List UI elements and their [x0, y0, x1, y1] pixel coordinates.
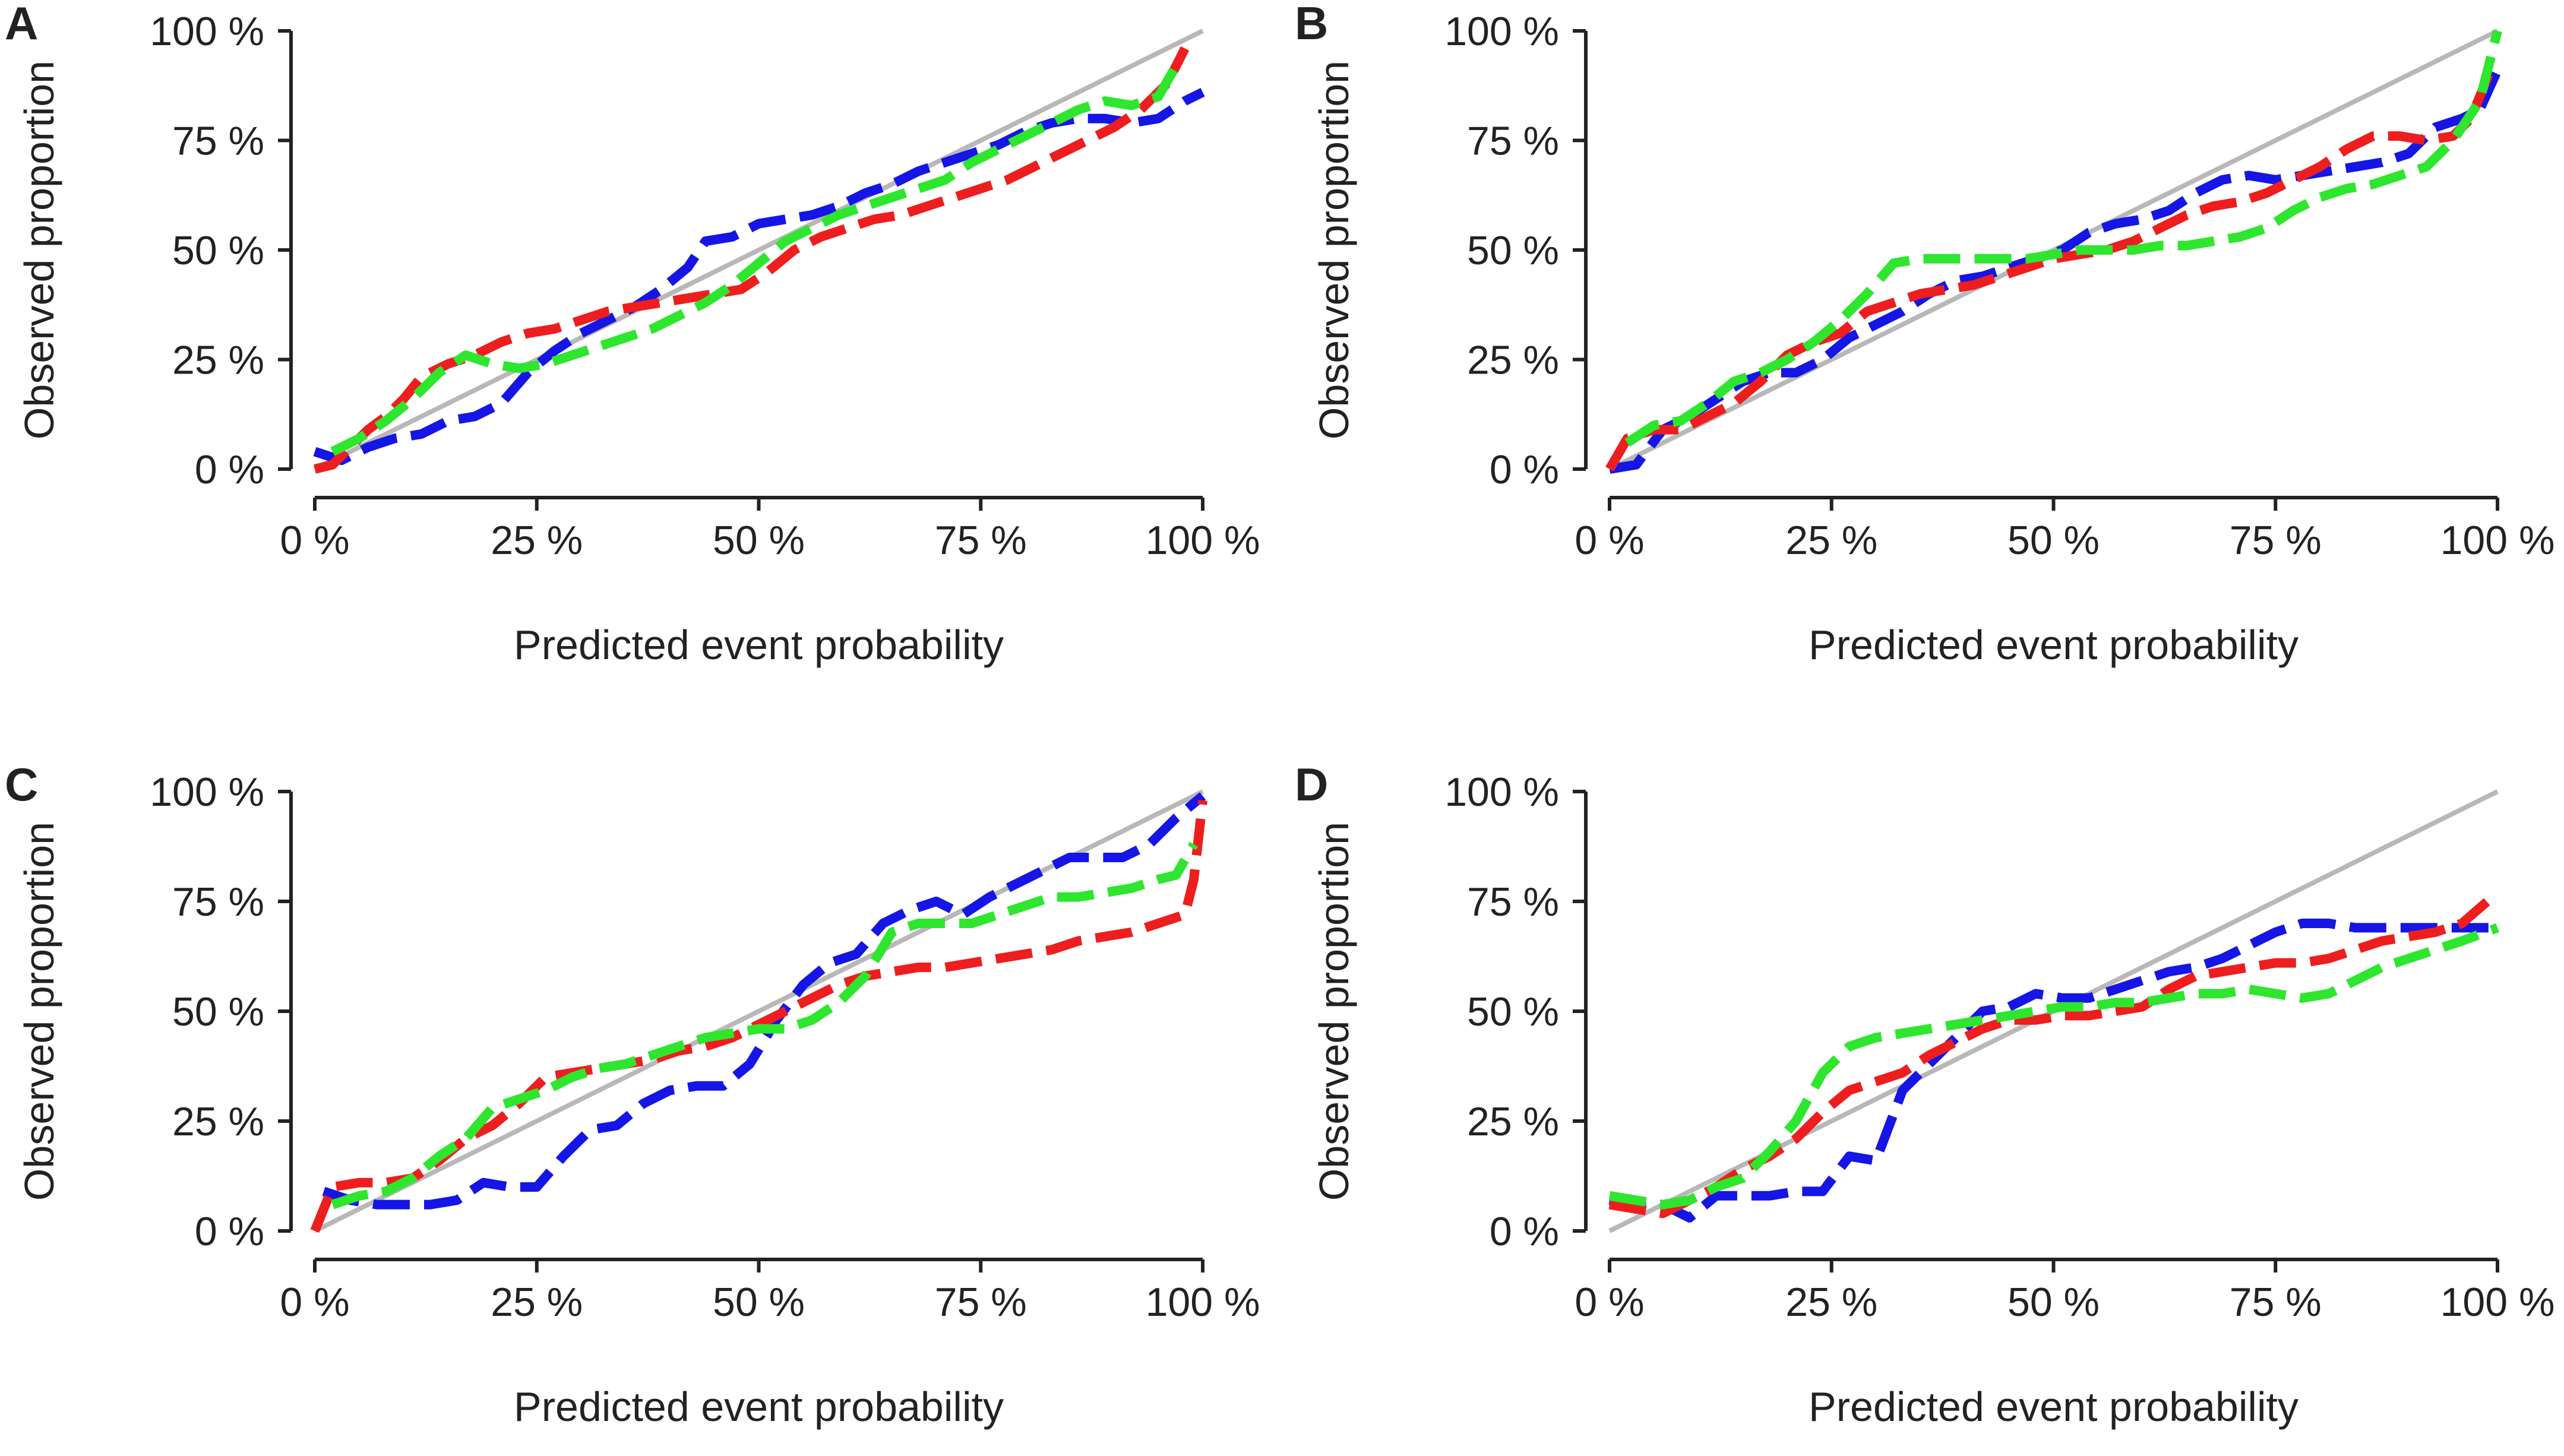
panel-letter-d: D	[1295, 758, 1328, 811]
panel-letter-c: C	[5, 758, 38, 811]
x-tick-label-a: 0 %	[280, 518, 349, 563]
series-green-a	[330, 64, 1181, 456]
x-tick-label-c: 100 %	[1146, 1280, 1260, 1325]
x-tick-label-d: 0 %	[1575, 1280, 1644, 1325]
panel-a: A 0 % 25 % 50 % 75 % 100 % 0 % 25 % 50 % 75 % 100 …	[5, 0, 1260, 668]
y-tick-label-c: 75 %	[172, 879, 264, 925]
y-tick-label-b: 50 %	[1467, 228, 1559, 273]
y-tick-label-d: 0 %	[1490, 1209, 1559, 1254]
series-green-d	[1608, 923, 2499, 1210]
x-axis-title-a: Predicted event probability	[514, 622, 1004, 668]
panel-letter-b: B	[1295, 0, 1328, 49]
y-axis-title-b: Observed proportion	[1311, 61, 1357, 439]
reference-line-a	[314, 29, 1204, 471]
y-tick-label-b: 75 %	[1467, 119, 1559, 164]
y-tick-label-c: 25 %	[172, 1099, 264, 1144]
x-tick-label-d: 50 %	[2007, 1280, 2100, 1325]
y-tick-label-a: 75 %	[172, 119, 264, 164]
x-tick-label-c: 75 %	[935, 1280, 1027, 1325]
x-tick-label-d: 100 %	[2440, 1280, 2555, 1325]
y-tick-label-b: 100 %	[1444, 9, 1559, 54]
y-tick-label-c: 0 %	[195, 1209, 264, 1254]
series-green-c	[331, 841, 1198, 1210]
x-tick-label-a: 25 %	[491, 518, 583, 563]
y-tick-label-d: 25 %	[1467, 1099, 1559, 1144]
y-tick-label-c: 100 %	[150, 770, 264, 815]
x-tick-label-b: 75 %	[2230, 518, 2322, 563]
panel-letter-a: A	[5, 0, 38, 49]
x-axis-title-b: Predicted event probability	[1809, 622, 2299, 668]
series-blue-d	[1608, 919, 2497, 1223]
x-axis-title-d: Predicted event probability	[1809, 1384, 2299, 1430]
x-tick-label-c: 50 %	[713, 1280, 805, 1325]
y-tick-label-d: 75 %	[1467, 879, 1559, 925]
x-tick-label-b: 50 %	[2007, 518, 2100, 563]
series-red-b	[1605, 62, 2501, 472]
x-tick-label-c: 25 %	[491, 1280, 583, 1325]
x-tick-label-a: 50 %	[713, 518, 805, 563]
panel-c: C 0 % 25 % 50 % 75 % 100 % 0 % 25 % 50 % 75 % 100 …	[5, 758, 1260, 1430]
panel-d: D 0 % 25 % 50 % 75 % 100 % 0 % 25 % 50 % 75 % 100 …	[1295, 758, 2554, 1430]
x-tick-label-a: 100 %	[1146, 518, 1260, 563]
x-tick-label-c: 0 %	[280, 1280, 349, 1325]
y-axis-title-d: Observed proportion	[1311, 822, 1357, 1201]
series-blue-c	[322, 792, 1206, 1210]
y-tick-label-a: 100 %	[150, 9, 264, 54]
x-tick-label-d: 25 %	[1785, 1280, 1877, 1325]
y-tick-label-c: 50 %	[172, 989, 264, 1034]
y-tick-label-b: 25 %	[1467, 338, 1559, 383]
x-tick-label-b: 100 %	[2440, 518, 2555, 563]
y-axis-title-a: Observed proportion	[16, 61, 62, 439]
x-tick-label-b: 25 %	[1785, 518, 1877, 563]
x-tick-label-a: 75 %	[935, 518, 1027, 563]
y-tick-label-a: 25 %	[172, 338, 264, 383]
y-tick-label-d: 50 %	[1467, 989, 1559, 1034]
series-green-b	[1624, 30, 2502, 447]
x-axis-title-c: Predicted event probability	[514, 1384, 1004, 1430]
y-tick-label-b: 0 %	[1490, 447, 1559, 492]
y-tick-label-a: 50 %	[172, 228, 264, 273]
y-tick-label-d: 100 %	[1444, 770, 1559, 815]
y-tick-label-a: 0 %	[195, 447, 264, 492]
y-axis-title-c: Observed proportion	[16, 822, 62, 1201]
series-red-c	[310, 799, 1207, 1233]
x-tick-label-b: 0 %	[1575, 518, 1644, 563]
panel-b: B 0 % 25 % 50 % 75 % 100 % 0 % 25 % 50 % 75 % 100 …	[1295, 0, 2554, 668]
x-tick-label-d: 75 %	[2230, 1280, 2322, 1325]
